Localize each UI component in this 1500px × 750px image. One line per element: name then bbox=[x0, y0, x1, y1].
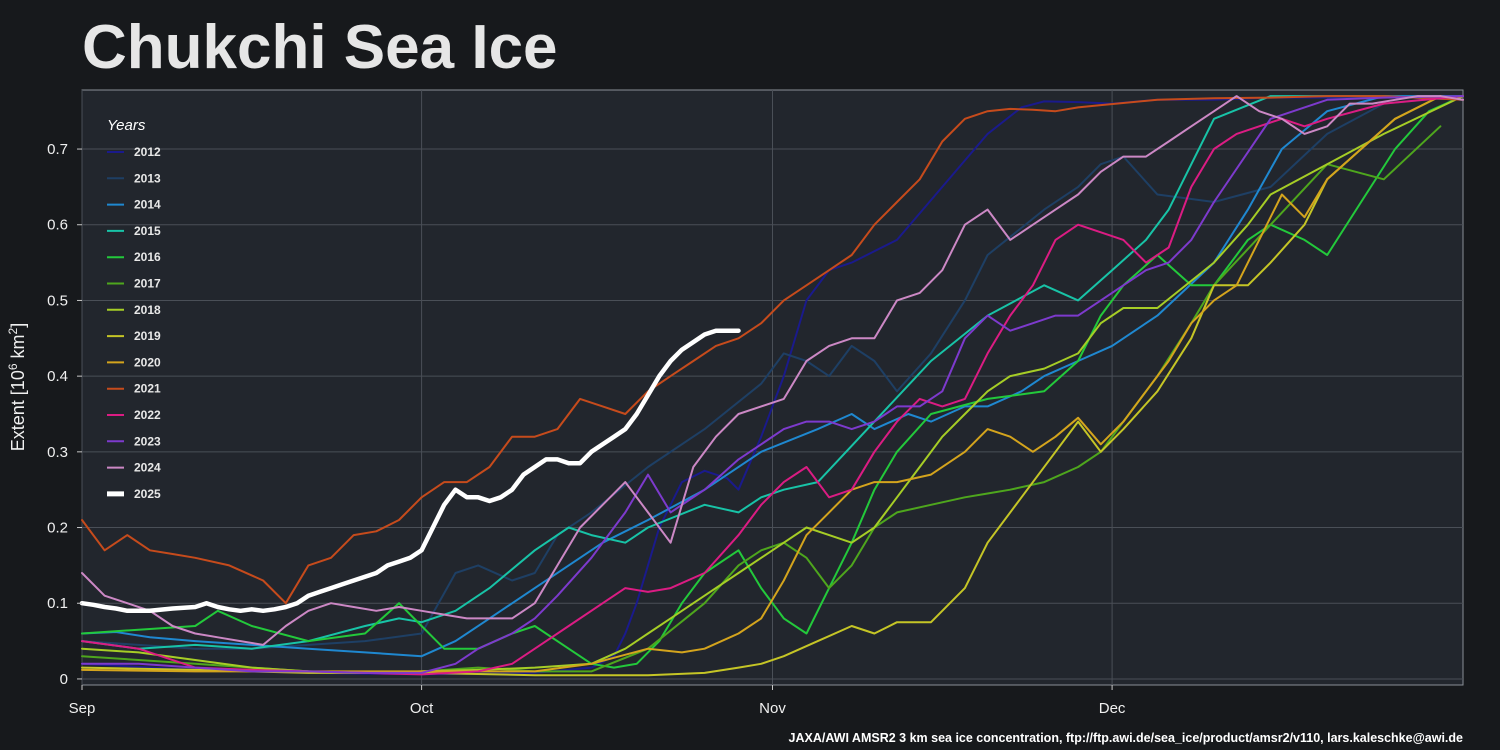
y-tick-label: 0.7 bbox=[47, 141, 68, 158]
legend-label-2014: 2014 bbox=[134, 198, 161, 212]
series-line-2022 bbox=[81, 95, 1464, 676]
legend-item-2022: 2022 bbox=[107, 408, 161, 422]
legend-label-2023: 2023 bbox=[134, 434, 161, 448]
series-line-2021 bbox=[81, 95, 1464, 605]
legend-item-2014: 2014 bbox=[107, 198, 161, 212]
legend-item-2021: 2021 bbox=[107, 382, 161, 396]
x-tick-label-sep: Sep bbox=[69, 700, 96, 717]
legend-item-2017: 2017 bbox=[107, 277, 161, 291]
x-tick-label-oct: Oct bbox=[410, 700, 434, 717]
series-layer bbox=[79, 95, 1464, 677]
legend-item-2013: 2013 bbox=[107, 171, 161, 185]
y-tick-label: 0.1 bbox=[47, 595, 68, 612]
legend-label-2017: 2017 bbox=[134, 277, 161, 291]
y-axis-label-unit-exp: 2 bbox=[6, 327, 20, 334]
legend-label-2024: 2024 bbox=[134, 461, 161, 475]
grid-layer bbox=[81, 90, 1463, 685]
legend-item-2016: 2016 bbox=[107, 250, 161, 264]
legend-item-2020: 2020 bbox=[107, 355, 161, 369]
x-tick-label-nov: Nov bbox=[759, 700, 786, 717]
legend-label-2022: 2022 bbox=[134, 408, 161, 422]
legend-item-2023: 2023 bbox=[107, 434, 161, 448]
series-line-2024 bbox=[81, 95, 1464, 646]
legend-label-2018: 2018 bbox=[134, 303, 161, 317]
legend-label-2013: 2013 bbox=[134, 171, 161, 185]
legend-item-2018: 2018 bbox=[107, 303, 161, 317]
y-axis-label-end: ] bbox=[8, 323, 28, 328]
series-line-2019 bbox=[81, 95, 1442, 677]
legend-label-2020: 2020 bbox=[134, 355, 161, 369]
y-tick-label: 0.4 bbox=[47, 368, 68, 385]
legend-title: Years bbox=[107, 117, 146, 134]
y-tick-label: 0.3 bbox=[47, 444, 68, 461]
legend-label-2012: 2012 bbox=[134, 145, 161, 159]
x-tick-label-dec: Dec bbox=[1099, 700, 1126, 717]
legend-item-2024: 2024 bbox=[107, 461, 161, 475]
series-line-2016 bbox=[81, 95, 1464, 669]
y-tick-label: 0.6 bbox=[47, 217, 68, 234]
legend-label-2016: 2016 bbox=[134, 250, 161, 264]
legend-items: 2012 2013 2014 2015 2016 2017 2018 2019 2020 2021… bbox=[107, 145, 161, 501]
y-axis-label-unit: km bbox=[8, 334, 28, 363]
legend-label-2019: 2019 bbox=[134, 329, 161, 343]
y-axis-label-exp: 6 bbox=[6, 363, 20, 370]
legend-item-2025: 2025 bbox=[107, 487, 161, 501]
legend-label-2025: 2025 bbox=[134, 487, 161, 501]
y-tick-label: 0 bbox=[60, 671, 68, 688]
legend-item-2012: 2012 bbox=[107, 145, 161, 159]
legend-label-2015: 2015 bbox=[134, 224, 161, 238]
series-line-2025 bbox=[79, 328, 741, 614]
tick-layer: 0 0.1 0.2 0.3 0.4 0.5 0.6 0.7 Sep Oct Nov Dec bbox=[47, 141, 1126, 717]
series-line-2015 bbox=[81, 95, 1464, 650]
series-line-2023 bbox=[81, 95, 1464, 674]
y-axis-label-base: Extent [10 bbox=[8, 370, 28, 451]
chart-title: Chukchi Sea Ice bbox=[82, 13, 558, 82]
legend-item-2015: 2015 bbox=[107, 224, 161, 238]
y-tick-label: 0.5 bbox=[47, 292, 68, 309]
series-line-2020 bbox=[81, 95, 1442, 673]
legend-label-2021: 2021 bbox=[134, 382, 161, 396]
legend-item-2019: 2019 bbox=[107, 329, 161, 343]
y-tick-label: 0.2 bbox=[47, 520, 68, 537]
legend: Years 2012201320142015201620172018201920… bbox=[107, 117, 161, 501]
y-axis-label: Extent [106 km2] bbox=[6, 323, 28, 451]
source-footer: JAXA/AWI AMSR2 3 km sea ice concentratio… bbox=[789, 731, 1464, 745]
series-line-2014 bbox=[81, 95, 1464, 658]
